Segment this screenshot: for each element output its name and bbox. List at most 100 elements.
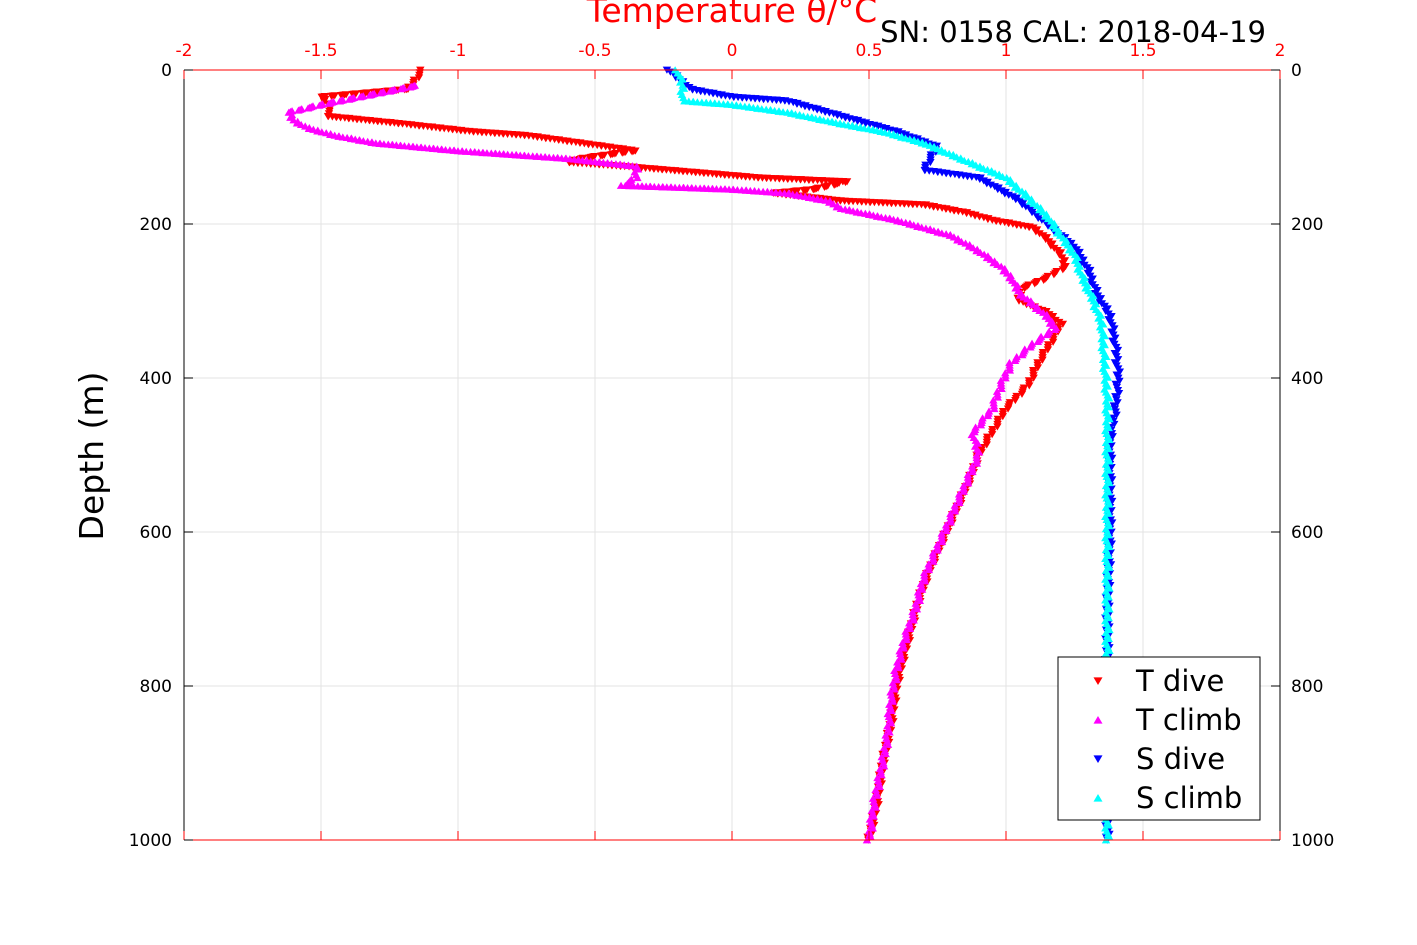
- data-point: [987, 431, 997, 439]
- data-point: [871, 803, 880, 811]
- data-point: [348, 90, 357, 99]
- data-point: [317, 93, 326, 101]
- data-point: [829, 181, 839, 189]
- data-point: [915, 596, 925, 604]
- data-point: [879, 762, 889, 770]
- y-tick-label-left: 0: [161, 61, 172, 81]
- data-point: [983, 411, 993, 420]
- data-point: [993, 423, 1002, 431]
- data-point: [1030, 280, 1039, 288]
- data-point: [319, 98, 329, 106]
- data-point: [336, 91, 346, 100]
- data-point: [365, 91, 374, 99]
- legend-marker: [1093, 677, 1103, 686]
- data-point: [909, 616, 918, 624]
- x-tick-label: -2: [176, 41, 193, 61]
- data-point: [820, 183, 829, 192]
- data-point: [1020, 284, 1029, 293]
- data-point: [892, 676, 902, 684]
- data-point: [633, 174, 642, 182]
- legend-label: S dive: [1136, 742, 1225, 776]
- data-point: [1043, 346, 1053, 354]
- x-axis-title: Temperature θ/°C: [586, 0, 877, 30]
- data-point: [990, 405, 999, 413]
- data-point: [946, 518, 955, 526]
- y-tick-label-right: 800: [1291, 677, 1323, 697]
- data-point: [897, 655, 906, 663]
- legend-label: T climb: [1135, 703, 1242, 737]
- data-point: [1011, 397, 1020, 405]
- data-point: [1033, 337, 1043, 345]
- data-point: [327, 92, 336, 100]
- x-tick-label: 0: [727, 41, 738, 61]
- data-point: [1025, 382, 1034, 390]
- data-point: [1112, 411, 1121, 419]
- data-point: [1042, 331, 1052, 339]
- data-point: [303, 104, 313, 112]
- data-point: [972, 459, 982, 467]
- data-point: [1038, 356, 1047, 364]
- y-tick-label-right: 200: [1291, 215, 1323, 235]
- y-tick-label-left: 1000: [129, 831, 172, 851]
- data-point: [1031, 228, 1041, 236]
- data-point: [1058, 266, 1068, 274]
- data-point: [1015, 197, 1024, 205]
- data-point: [1050, 325, 1060, 334]
- data-point: [875, 782, 884, 791]
- legend-label: S climb: [1136, 781, 1242, 815]
- data-point: [345, 95, 354, 103]
- data-point: [1001, 374, 1010, 382]
- data-point: [414, 74, 424, 82]
- data-point: [627, 148, 637, 156]
- data-point: [998, 413, 1008, 421]
- data-point: [869, 812, 878, 820]
- y-tick-label-left: 200: [140, 215, 172, 235]
- data-point: [809, 186, 818, 194]
- data-point: [355, 93, 365, 101]
- data-point: [1108, 433, 1117, 441]
- grid-lines: [184, 70, 1280, 840]
- data-point: [1003, 405, 1013, 413]
- data-point: [924, 566, 934, 574]
- data-point: [385, 87, 395, 95]
- data-point: [1048, 338, 1058, 346]
- data-point: [877, 771, 886, 779]
- data-point: [937, 538, 947, 546]
- data-point: [1005, 366, 1015, 374]
- y-tick-label-right: 0: [1291, 61, 1302, 81]
- y-tick-label-right: 400: [1291, 369, 1323, 389]
- data-point: [976, 421, 986, 429]
- data-point: [1021, 203, 1031, 211]
- y-axis-title: Depth (m): [72, 372, 111, 541]
- x-tick-label: 1.5: [1129, 41, 1156, 61]
- series-layer: [284, 66, 1125, 844]
- data-point: [1055, 318, 1064, 326]
- data-point: [1049, 271, 1059, 279]
- data-point: [905, 624, 915, 632]
- data-point: [1010, 356, 1020, 365]
- data-point: [1058, 320, 1068, 328]
- data-point: [968, 468, 977, 476]
- data-point: [899, 644, 908, 652]
- legend-box: [1057, 656, 1261, 821]
- data-point: [933, 546, 942, 554]
- data-point: [881, 749, 890, 758]
- data-point: [982, 441, 991, 449]
- legend: T dive T climb S dive S climb: [1057, 656, 1261, 821]
- data-point: [585, 154, 594, 162]
- legend-marker: [1093, 715, 1103, 724]
- data-point: [1033, 364, 1043, 372]
- data-point: [376, 89, 385, 97]
- axes: [183, 69, 1281, 841]
- x-tick-label: -1.5: [304, 41, 337, 61]
- data-point: [912, 605, 922, 613]
- x-tick-label: 1: [1001, 41, 1012, 61]
- y-tick-label-left: 800: [140, 677, 172, 697]
- data-point: [841, 178, 850, 187]
- data-point: [997, 384, 1006, 392]
- y-tick-label-left: 600: [140, 523, 172, 543]
- x-tick-label: -1: [450, 41, 467, 61]
- data-point: [396, 85, 406, 93]
